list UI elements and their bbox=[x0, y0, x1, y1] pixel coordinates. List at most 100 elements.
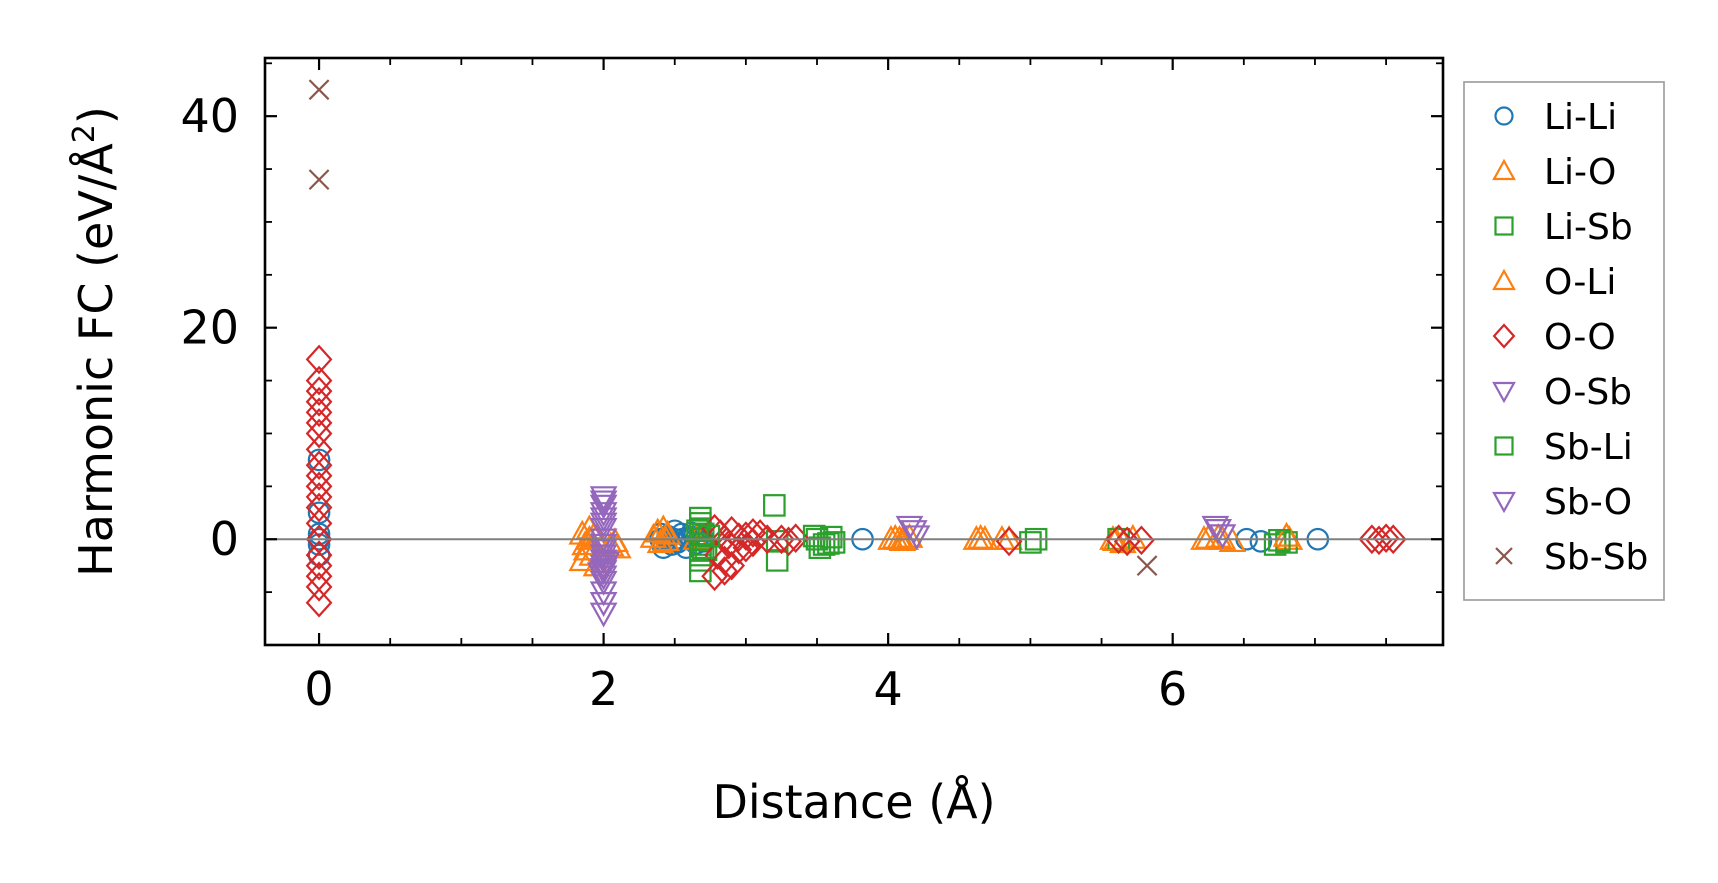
data-point bbox=[653, 519, 682, 545]
data-point bbox=[305, 365, 333, 396]
data-point bbox=[1105, 524, 1132, 555]
data-point bbox=[966, 523, 995, 549]
y-axis-label-close: ) bbox=[69, 106, 123, 124]
data-point bbox=[305, 492, 333, 523]
data-point bbox=[305, 587, 333, 618]
data-point bbox=[1263, 533, 1287, 556]
axis-ticks bbox=[265, 58, 1443, 645]
legend-marker bbox=[1494, 106, 1514, 126]
data-point bbox=[995, 526, 1023, 557]
data-point bbox=[895, 515, 924, 541]
data-point bbox=[308, 79, 330, 101]
legend-label: O-Li bbox=[1544, 262, 1616, 303]
y-axis-label-main: Harmonic FC (eV/Å bbox=[69, 143, 123, 577]
data-point bbox=[1365, 525, 1393, 556]
data-point bbox=[1128, 525, 1155, 556]
legend-marker bbox=[1492, 268, 1516, 291]
legend-marker bbox=[1494, 216, 1514, 236]
data-point bbox=[305, 460, 333, 491]
x-tick-label: 4 bbox=[874, 662, 903, 716]
data-point bbox=[1268, 528, 1291, 552]
legend-label: O-O bbox=[1544, 317, 1616, 358]
data-point bbox=[718, 550, 746, 581]
data-point bbox=[704, 540, 731, 570]
data-point bbox=[686, 519, 709, 543]
legend-marker bbox=[1492, 158, 1516, 181]
data-point bbox=[305, 540, 333, 570]
legend-entry: O-Li bbox=[1492, 262, 1616, 303]
x-axis-label: Distance (Å) bbox=[712, 775, 995, 829]
data-point bbox=[763, 494, 786, 517]
y-axis-label-superscript: 2 bbox=[67, 124, 102, 143]
legend-label: Sb-Li bbox=[1544, 427, 1633, 468]
data-point bbox=[1136, 555, 1158, 577]
legend-label: Li-Sb bbox=[1544, 207, 1633, 248]
data-point bbox=[753, 524, 781, 555]
axes-frame bbox=[263, 56, 1445, 647]
legend-entry: O-O bbox=[1492, 317, 1616, 358]
data-point bbox=[1249, 530, 1273, 553]
data-point bbox=[305, 450, 333, 481]
axis-tick-labels: 0 2 4 6 0 20 40 bbox=[180, 89, 1187, 716]
series-sb-o bbox=[589, 490, 1233, 628]
legend-marker bbox=[1492, 323, 1516, 349]
plot-marks bbox=[305, 79, 1407, 628]
data-point bbox=[746, 519, 774, 549]
x-tick-label: 0 bbox=[304, 662, 333, 716]
series-o-sb bbox=[586, 486, 1237, 617]
y-tick-label: 20 bbox=[180, 301, 239, 355]
data-point bbox=[305, 571, 333, 602]
data-point bbox=[711, 556, 738, 586]
data-point bbox=[1372, 523, 1400, 554]
data-point bbox=[589, 558, 618, 584]
y-tick-label: 40 bbox=[180, 89, 239, 143]
legend-entry: Sb-Li bbox=[1494, 427, 1633, 468]
data-point bbox=[808, 536, 832, 559]
legend-entry: O-Sb bbox=[1492, 372, 1632, 413]
data-point bbox=[305, 550, 333, 581]
legend-entry: Li-O bbox=[1492, 152, 1616, 193]
data-point bbox=[305, 508, 333, 539]
x-tick-label: 2 bbox=[589, 662, 618, 716]
data-point bbox=[971, 524, 999, 550]
legend-entry: Sb-O bbox=[1492, 482, 1632, 523]
legend-marker bbox=[1494, 436, 1514, 456]
legend-marker bbox=[1495, 547, 1513, 565]
data-point bbox=[1272, 521, 1301, 547]
legend-label: Li-O bbox=[1544, 152, 1616, 193]
data-point bbox=[691, 536, 715, 559]
data-point bbox=[589, 490, 618, 516]
data-point bbox=[1208, 524, 1237, 550]
legend-entries: Li-Li Li-O Li-Sb O-Li O-O O-Sb Sb-Li Sb-O Sb-Sb bbox=[1492, 97, 1648, 578]
series-li-sb bbox=[689, 494, 1298, 583]
data-point bbox=[697, 524, 721, 548]
x-tick-label: 6 bbox=[1158, 662, 1187, 716]
data-point bbox=[1379, 524, 1407, 555]
data-point bbox=[305, 397, 333, 428]
legend-entry: Sb-Sb bbox=[1495, 537, 1648, 578]
series-sb-sb bbox=[308, 79, 1158, 577]
legend-label: Li-Li bbox=[1544, 97, 1617, 138]
y-axis-label: Harmonic FC (eV/Å2) bbox=[67, 106, 123, 577]
legend-marker bbox=[1492, 491, 1516, 514]
data-point bbox=[802, 524, 826, 548]
data-point bbox=[701, 561, 728, 592]
series-o-o bbox=[305, 344, 1407, 618]
data-point bbox=[305, 386, 333, 417]
data-point bbox=[725, 522, 753, 552]
data-point bbox=[895, 522, 924, 548]
data-point bbox=[1113, 526, 1141, 557]
data-point bbox=[305, 344, 333, 375]
data-point bbox=[305, 471, 333, 502]
series-sb-li bbox=[686, 519, 1291, 559]
data-point bbox=[1204, 519, 1233, 544]
data-point bbox=[1358, 524, 1386, 555]
legend-label: Sb-O bbox=[1544, 482, 1632, 523]
data-point bbox=[899, 520, 928, 546]
data-point bbox=[589, 486, 618, 512]
data-point bbox=[765, 549, 789, 572]
data-point bbox=[739, 518, 767, 548]
data-point bbox=[305, 418, 333, 449]
data-point bbox=[589, 602, 618, 628]
